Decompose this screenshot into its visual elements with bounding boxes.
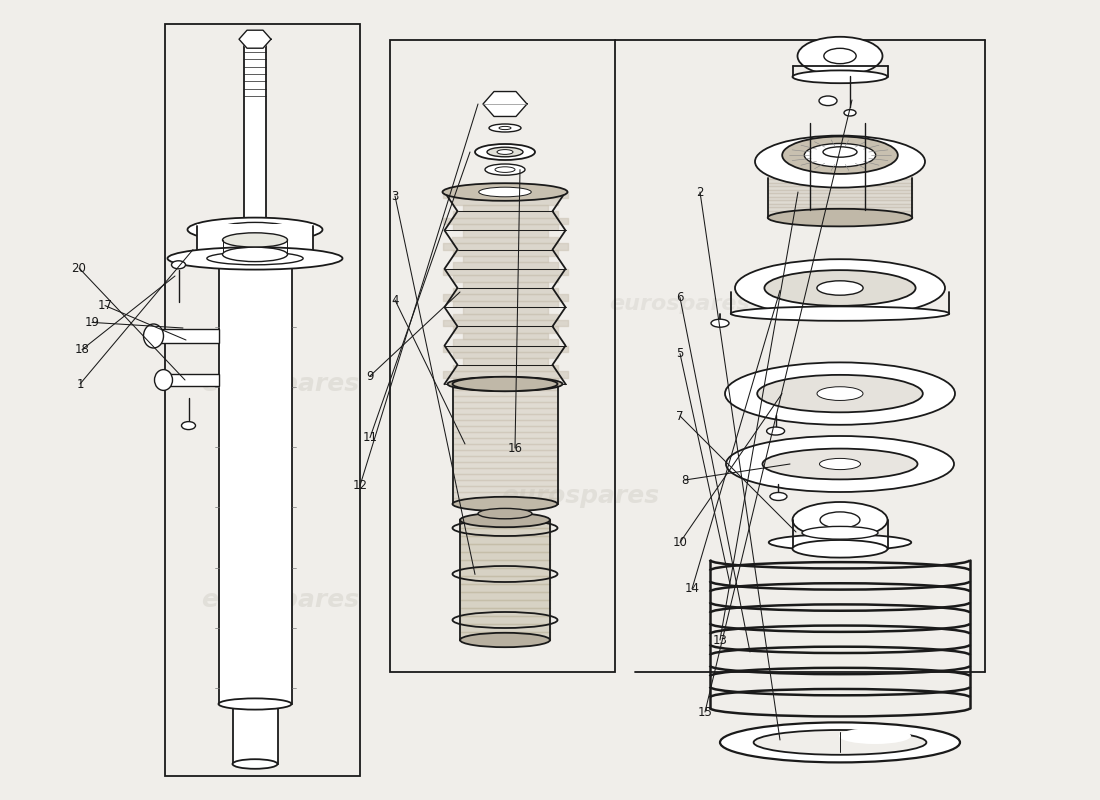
Ellipse shape — [232, 759, 277, 769]
Text: 4: 4 — [392, 294, 398, 306]
Text: 14: 14 — [684, 582, 700, 595]
Ellipse shape — [762, 449, 917, 479]
Ellipse shape — [448, 377, 562, 391]
Ellipse shape — [735, 259, 945, 317]
Ellipse shape — [452, 377, 558, 391]
Ellipse shape — [820, 512, 860, 528]
Ellipse shape — [754, 730, 926, 755]
Text: eurospares: eurospares — [201, 588, 359, 612]
Ellipse shape — [207, 252, 304, 265]
Text: 10: 10 — [672, 536, 688, 549]
Ellipse shape — [167, 247, 342, 270]
Ellipse shape — [804, 143, 876, 167]
Ellipse shape — [767, 427, 784, 435]
Text: 2: 2 — [696, 186, 704, 198]
Text: 19: 19 — [85, 316, 99, 329]
Ellipse shape — [824, 48, 856, 64]
Ellipse shape — [720, 722, 960, 762]
Bar — [197, 224, 314, 256]
Ellipse shape — [182, 422, 196, 430]
Text: 15: 15 — [697, 706, 713, 718]
Ellipse shape — [154, 370, 173, 390]
Ellipse shape — [711, 319, 729, 327]
Ellipse shape — [218, 222, 293, 237]
Ellipse shape — [820, 96, 837, 106]
Text: 17: 17 — [98, 299, 112, 312]
Bar — [219, 258, 292, 704]
Ellipse shape — [770, 493, 786, 501]
Ellipse shape — [726, 436, 954, 492]
Ellipse shape — [820, 458, 860, 470]
Text: 18: 18 — [75, 343, 89, 356]
Bar — [154, 329, 219, 343]
Text: eurospares: eurospares — [609, 294, 750, 314]
Ellipse shape — [839, 728, 911, 744]
Ellipse shape — [497, 150, 513, 154]
Ellipse shape — [730, 306, 949, 321]
Ellipse shape — [817, 281, 864, 295]
Bar — [232, 704, 277, 764]
Ellipse shape — [499, 126, 512, 130]
Polygon shape — [483, 91, 527, 117]
Ellipse shape — [817, 386, 864, 401]
Ellipse shape — [495, 167, 515, 172]
Text: 5: 5 — [676, 347, 684, 360]
Text: 13: 13 — [713, 634, 727, 646]
Ellipse shape — [768, 209, 912, 226]
Ellipse shape — [782, 137, 898, 174]
Ellipse shape — [478, 187, 531, 197]
Text: 8: 8 — [681, 474, 689, 486]
Ellipse shape — [757, 375, 923, 412]
Ellipse shape — [485, 164, 525, 175]
Bar — [164, 374, 219, 386]
Ellipse shape — [460, 633, 550, 647]
Ellipse shape — [792, 502, 888, 538]
Ellipse shape — [487, 147, 522, 157]
Ellipse shape — [792, 70, 888, 83]
Text: 9: 9 — [366, 370, 374, 382]
Ellipse shape — [475, 144, 535, 160]
Text: 16: 16 — [507, 442, 522, 454]
Ellipse shape — [222, 233, 287, 247]
Ellipse shape — [844, 110, 856, 116]
Ellipse shape — [172, 261, 186, 269]
Ellipse shape — [823, 146, 857, 157]
Bar — [460, 520, 550, 640]
Text: 11: 11 — [363, 431, 377, 444]
Ellipse shape — [187, 218, 322, 242]
Text: 1: 1 — [76, 378, 84, 390]
Text: 6: 6 — [676, 291, 684, 304]
Bar — [390, 40, 615, 672]
Ellipse shape — [802, 526, 878, 539]
Text: eurospares: eurospares — [201, 372, 359, 396]
Ellipse shape — [769, 534, 911, 550]
Polygon shape — [239, 30, 271, 48]
Ellipse shape — [725, 362, 955, 425]
Ellipse shape — [143, 324, 164, 348]
Ellipse shape — [792, 540, 888, 558]
Ellipse shape — [490, 124, 521, 132]
Ellipse shape — [764, 270, 915, 306]
Ellipse shape — [442, 183, 568, 201]
Bar — [165, 24, 360, 776]
Ellipse shape — [478, 509, 532, 519]
Ellipse shape — [219, 698, 292, 710]
Ellipse shape — [452, 497, 558, 511]
Ellipse shape — [460, 513, 550, 527]
Bar — [244, 44, 266, 224]
Text: 7: 7 — [676, 410, 684, 422]
Bar — [452, 384, 558, 504]
Ellipse shape — [755, 135, 925, 187]
Ellipse shape — [798, 37, 882, 75]
Text: 20: 20 — [72, 262, 87, 274]
Text: 3: 3 — [392, 190, 398, 202]
Ellipse shape — [222, 247, 287, 262]
Text: 12: 12 — [352, 479, 367, 492]
Text: eurospares: eurospares — [500, 484, 659, 508]
